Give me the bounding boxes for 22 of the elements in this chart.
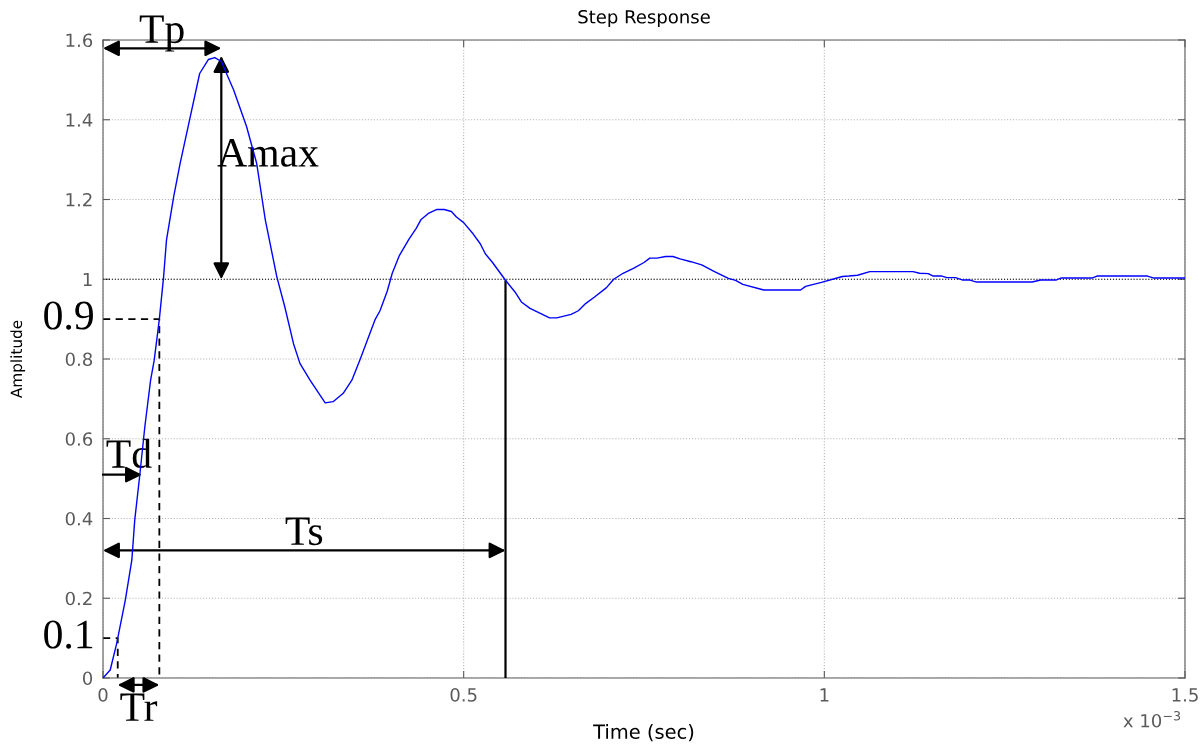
y-tick-label: 1.2: [66, 192, 92, 207]
y-tick-label: 1.6: [66, 33, 93, 48]
text: Tr: [120, 693, 158, 721]
y-tick-label: 0.6: [65, 432, 93, 446]
annotation: Tp: [139, 15, 184, 52]
x-axis-title: Time (sec): [593, 723, 694, 742]
y-tick-label: 0.4: [65, 511, 93, 526]
y-tick-label: 0.8: [65, 352, 93, 367]
y-axis-title: Amplitude: [10, 320, 26, 399]
y-tick-label: 0.2: [65, 591, 92, 606]
ref-line-label: 0.1: [44, 620, 93, 649]
x-tick-label: 1: [820, 688, 829, 702]
x-tick-label: 1.5: [1172, 688, 1198, 702]
y-tick-label: 1.4: [66, 113, 93, 127]
x-tick-label: 0.5: [450, 688, 477, 702]
annotation: Ts: [285, 517, 323, 546]
y-tick-label: 1: [83, 272, 92, 287]
ref-line-label: 0.9: [44, 301, 93, 330]
x-tick-label: 0: [98, 688, 108, 702]
text: x 10$^{−3}$: [1123, 711, 1181, 728]
y-tick-label: 0: [82, 671, 93, 686]
chart-title: Step Response: [578, 9, 710, 28]
